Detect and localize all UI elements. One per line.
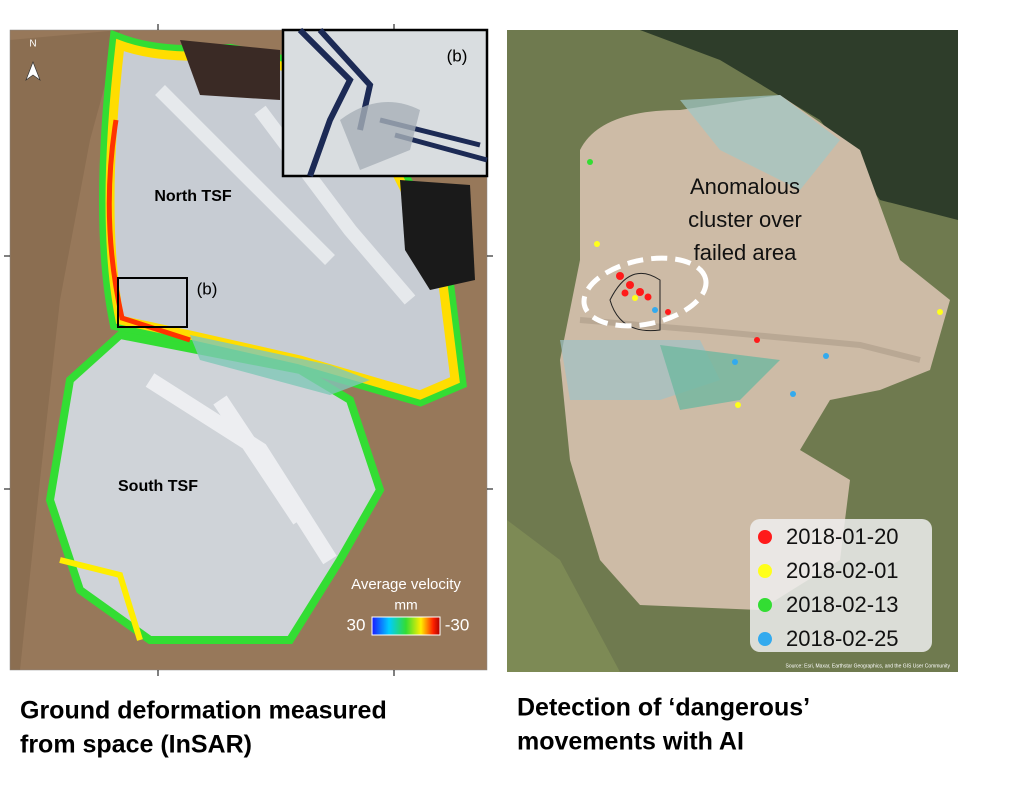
left-frame <box>9 29 488 671</box>
caption-line: Detection of ‘dangerous’ <box>517 694 810 722</box>
legend-label: 2018-02-13 <box>786 592 899 617</box>
attribution: Source: Esri, Maxar, Earthstar Geographi… <box>785 663 950 669</box>
legend-marker <box>758 598 772 612</box>
legend-marker <box>758 632 772 646</box>
legend: 2018-01-20 2018-02-01 2018-02-13 2018-02-25 <box>758 524 899 651</box>
annotation-line: cluster over <box>688 207 802 232</box>
annotation-line: Anomalous <box>690 174 800 199</box>
map-label: South TSF <box>118 478 198 495</box>
colorbar-unit: mm <box>394 597 417 613</box>
legend-marker <box>758 530 772 544</box>
legend-label: 2018-02-25 <box>786 626 899 651</box>
inset-label: (b) <box>447 46 468 65</box>
legend-label: 2018-01-20 <box>786 524 899 549</box>
detail-box <box>117 277 188 328</box>
box-label: (b) <box>197 279 218 298</box>
caption-line: from space (InSAR) <box>20 731 252 759</box>
colorbar <box>371 616 441 636</box>
axis-ticks <box>4 24 493 676</box>
map-label: North TSF <box>154 188 232 205</box>
north-arrow <box>25 61 41 81</box>
colorbar-label: -30 <box>445 615 470 634</box>
legend-label: 2018-02-01 <box>786 558 899 583</box>
legend-box <box>750 519 932 652</box>
caption-line: movements with AI <box>517 728 744 756</box>
inset-image <box>281 27 489 178</box>
north-label: N <box>29 39 36 50</box>
cluster-highlight <box>581 255 709 329</box>
caption-line: Ground deformation measured <box>20 697 387 725</box>
annotation-line: failed area <box>694 240 798 265</box>
colorbar-title: Average velocity <box>351 576 461 593</box>
detections <box>587 159 943 408</box>
colorbar-label: 30 <box>347 615 366 634</box>
legend-marker <box>758 564 772 578</box>
